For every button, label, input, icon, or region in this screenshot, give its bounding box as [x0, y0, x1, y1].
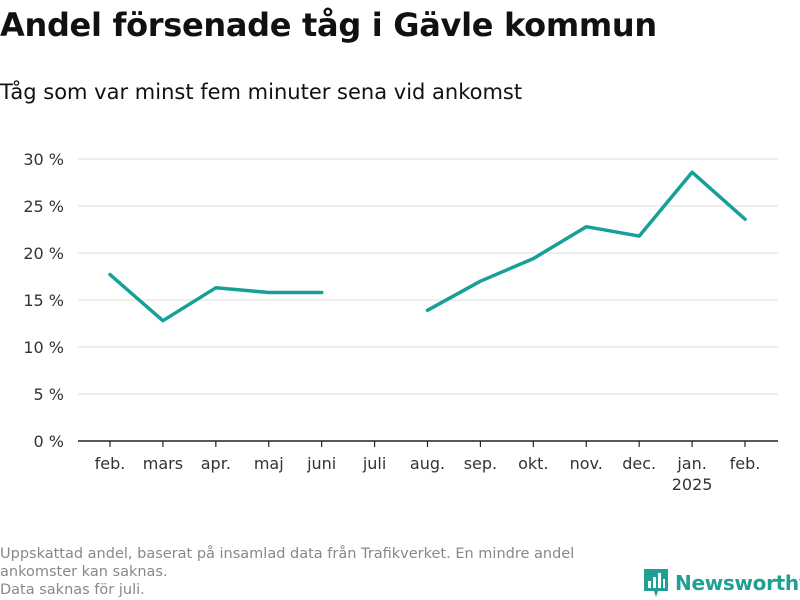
- series-layer: [108, 170, 747, 323]
- footnote-line-2: Data saknas för juli.: [0, 582, 145, 598]
- x-tick-label: jan.: [676, 454, 706, 473]
- y-tick-label: 5 %: [34, 385, 64, 404]
- newsworthy-logo-icon: [644, 569, 668, 597]
- x-tick-label: dec.: [622, 454, 656, 473]
- x-tick-label: mars: [143, 454, 183, 473]
- y-tick-label: 30 %: [23, 150, 64, 169]
- x-tick-label: apr.: [201, 454, 231, 473]
- x-tick-label: juni: [306, 454, 336, 473]
- brand-logo: Newsworthy: [644, 569, 800, 597]
- chart-subtitle: Tåg som var minst fem minuter sena vid a…: [0, 80, 523, 104]
- x-tick-label: okt.: [518, 454, 548, 473]
- line-chart: 0 % 5 % 10 % 15 % 20 % 25 % 30 % feb. mars apr. m…: [23, 150, 778, 494]
- x-axis-ticks: [109, 441, 746, 447]
- series-line-segment: [425, 170, 747, 313]
- x-axis-labels: feb. mars apr. maj juni juli aug. sep. okt. nov. d…: [95, 454, 761, 494]
- x-tick-sublabel: 2025: [672, 475, 713, 494]
- x-tick-label: maj: [254, 454, 284, 473]
- y-tick-label: 15 %: [23, 291, 64, 310]
- y-tick-label: 10 %: [23, 338, 64, 357]
- brand-name: Newsworthy: [675, 571, 800, 595]
- x-tick-label: sep.: [464, 454, 497, 473]
- series-line-segment: [108, 272, 324, 323]
- footnote-line-1: Uppskattad andel, baserat på insamlad da…: [0, 546, 575, 580]
- y-tick-label: 25 %: [23, 197, 64, 216]
- y-tick-label: 0 %: [34, 432, 64, 451]
- y-axis-labels: 0 % 5 % 10 % 15 % 20 % 25 % 30 %: [23, 150, 64, 451]
- x-tick-label: aug.: [410, 454, 445, 473]
- x-tick-label: nov.: [570, 454, 603, 473]
- chart-title: Andel försenade tåg i Gävle kommun: [0, 6, 657, 44]
- footnote: Uppskattad andel, baserat på insamlad da…: [0, 545, 640, 599]
- y-tick-label: 20 %: [23, 244, 64, 263]
- x-tick-label: juli: [362, 454, 386, 473]
- x-tick-label: feb.: [95, 454, 126, 473]
- x-tick-label: feb.: [730, 454, 761, 473]
